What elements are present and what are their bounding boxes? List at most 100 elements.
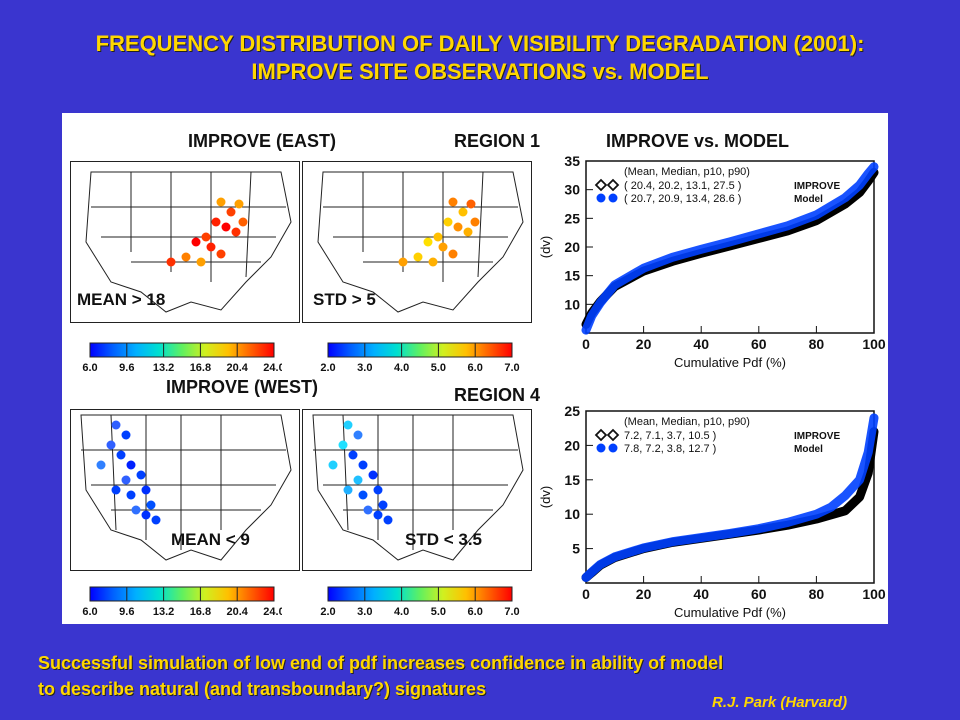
colorbar-tick-label: 9.6 (119, 606, 134, 618)
x-tick-label: 80 (809, 586, 825, 602)
colorbar-tick-label: 9.6 (119, 362, 134, 374)
colorbar-tick-label: 4.0 (394, 606, 409, 618)
y-tick-label: 25 (564, 403, 580, 419)
site-dot (136, 470, 146, 480)
std-east-caption: STD > 5 (313, 290, 376, 309)
colorbar-tick-label: 24.0 (263, 606, 282, 618)
us-map-west-std (312, 414, 524, 561)
mean-east-caption: MEAN > 18 (77, 290, 166, 309)
std-west-caption: STD < 3.5 (405, 530, 483, 549)
site-dot (368, 470, 378, 480)
site-dot (126, 460, 136, 470)
y-tick-label: 5 (572, 541, 580, 557)
site-dot (373, 485, 383, 495)
colorbar-gradient (89, 342, 275, 358)
site-dot (438, 242, 448, 252)
colorbar-tick-label: 6.0 (82, 606, 97, 618)
site-dots (96, 420, 161, 525)
site-dot (111, 420, 121, 430)
site-dot (328, 460, 338, 470)
y-tick-label: 10 (564, 506, 580, 522)
site-dot (141, 485, 151, 495)
colorbar-tick-label: 3.0 (357, 362, 372, 374)
site-dot (221, 222, 231, 232)
legend-name-improve: IMPROVE (794, 431, 840, 442)
us-map-east-std (317, 171, 524, 313)
site-dot (106, 440, 116, 450)
colorbar-tick-label: 24.0 (263, 362, 282, 374)
site-dot (231, 227, 241, 237)
colorbar-gradient (89, 586, 275, 602)
y-tick-label: 15 (564, 268, 580, 284)
site-dot (338, 440, 348, 450)
site-dot (466, 199, 476, 209)
colorbar-tick-label: 13.2 (153, 606, 174, 618)
site-dot (166, 257, 176, 267)
region1-label: REGION 1 (454, 131, 541, 151)
site-dots (166, 197, 248, 267)
x-tick-label: 40 (693, 586, 709, 602)
y-tick-label: 10 (564, 296, 580, 312)
y-tick-label: 15 (564, 472, 580, 488)
colorbar-tick-label: 4.0 (394, 362, 409, 374)
west-header: IMPROVE (WEST) (166, 377, 318, 397)
site-dot (343, 485, 353, 495)
site-dot (226, 207, 236, 217)
site-dot (181, 252, 191, 262)
x-tick-label: 60 (751, 336, 767, 352)
legend-header: (Mean, Median, p10, p90) (624, 416, 750, 428)
state-outlines (312, 414, 524, 561)
x-axis-label: Cumulative Pdf (%) (674, 605, 786, 620)
site-dot (126, 490, 136, 500)
site-dot (121, 430, 131, 440)
plot-frame (585, 410, 875, 584)
colorbar-tick-label: 7.0 (504, 362, 519, 374)
site-dot (423, 237, 433, 247)
map-east-mean: MEAN > 18 (70, 161, 300, 323)
legend-marker-model (596, 443, 606, 453)
colorbar-mean-east: 6.0 9.6 13.2 16.8 20.4 24.0 (82, 342, 282, 374)
site-dot (428, 257, 438, 267)
site-dot (463, 227, 473, 237)
credit: R.J. Park (Harvard) (712, 694, 848, 711)
colorbar-tick-label: 20.4 (226, 362, 248, 374)
map-west-mean: MEAN < 9 (70, 409, 300, 571)
site-dot (121, 475, 131, 485)
x-tick-label: 60 (751, 586, 767, 602)
title-line-1: FREQUENCY DISTRIBUTION OF DAILY VISIBILI… (95, 31, 865, 56)
colorbar-std-east: 2.0 3.0 4.0 5.0 6.0 7.0 (320, 342, 520, 374)
site-dot (234, 199, 244, 209)
site-dot (146, 500, 156, 510)
map-east-std: STD > 5 (302, 161, 532, 323)
legend-stats-model: 7.8, 7.2, 3.8, 12.7 ) (624, 443, 716, 455)
slide-title: FREQUENCY DISTRIBUTION OF DAILY VISIBILI… (0, 30, 960, 86)
site-dot (363, 505, 373, 515)
site-dot (378, 500, 388, 510)
site-dot (448, 249, 458, 259)
legend-name-model: Model (794, 194, 823, 205)
site-dot (443, 217, 453, 227)
site-dot (116, 450, 126, 460)
site-dot (196, 257, 206, 267)
x-axis-label: Cumulative Pdf (%) (674, 355, 786, 370)
colorbar-tick-label: 2.0 (320, 606, 335, 618)
site-dots (328, 420, 393, 525)
site-dot (211, 217, 221, 227)
site-dot (111, 485, 121, 495)
legend-marker-improve (594, 178, 620, 192)
state-outlines (85, 171, 292, 313)
site-dot (358, 460, 368, 470)
legend-marker-model (608, 193, 618, 203)
site-dot (398, 257, 408, 267)
y-tick-label: 35 (564, 153, 580, 169)
legend-marker-model (596, 193, 606, 203)
site-dot (151, 515, 161, 525)
cdf-chart-region4: 5 10 15 20 25 0 20 40 60 80 100 Cumulative Pdf (%) (… (538, 403, 886, 620)
y-axis-label: (dv) (538, 236, 553, 258)
legend-marker-model (608, 443, 618, 453)
colorbar-tick-label: 6.0 (82, 362, 97, 374)
y-tick-label: 30 (564, 182, 580, 198)
site-dot (206, 242, 216, 252)
site-dot (383, 515, 393, 525)
state-outlines (80, 414, 292, 561)
